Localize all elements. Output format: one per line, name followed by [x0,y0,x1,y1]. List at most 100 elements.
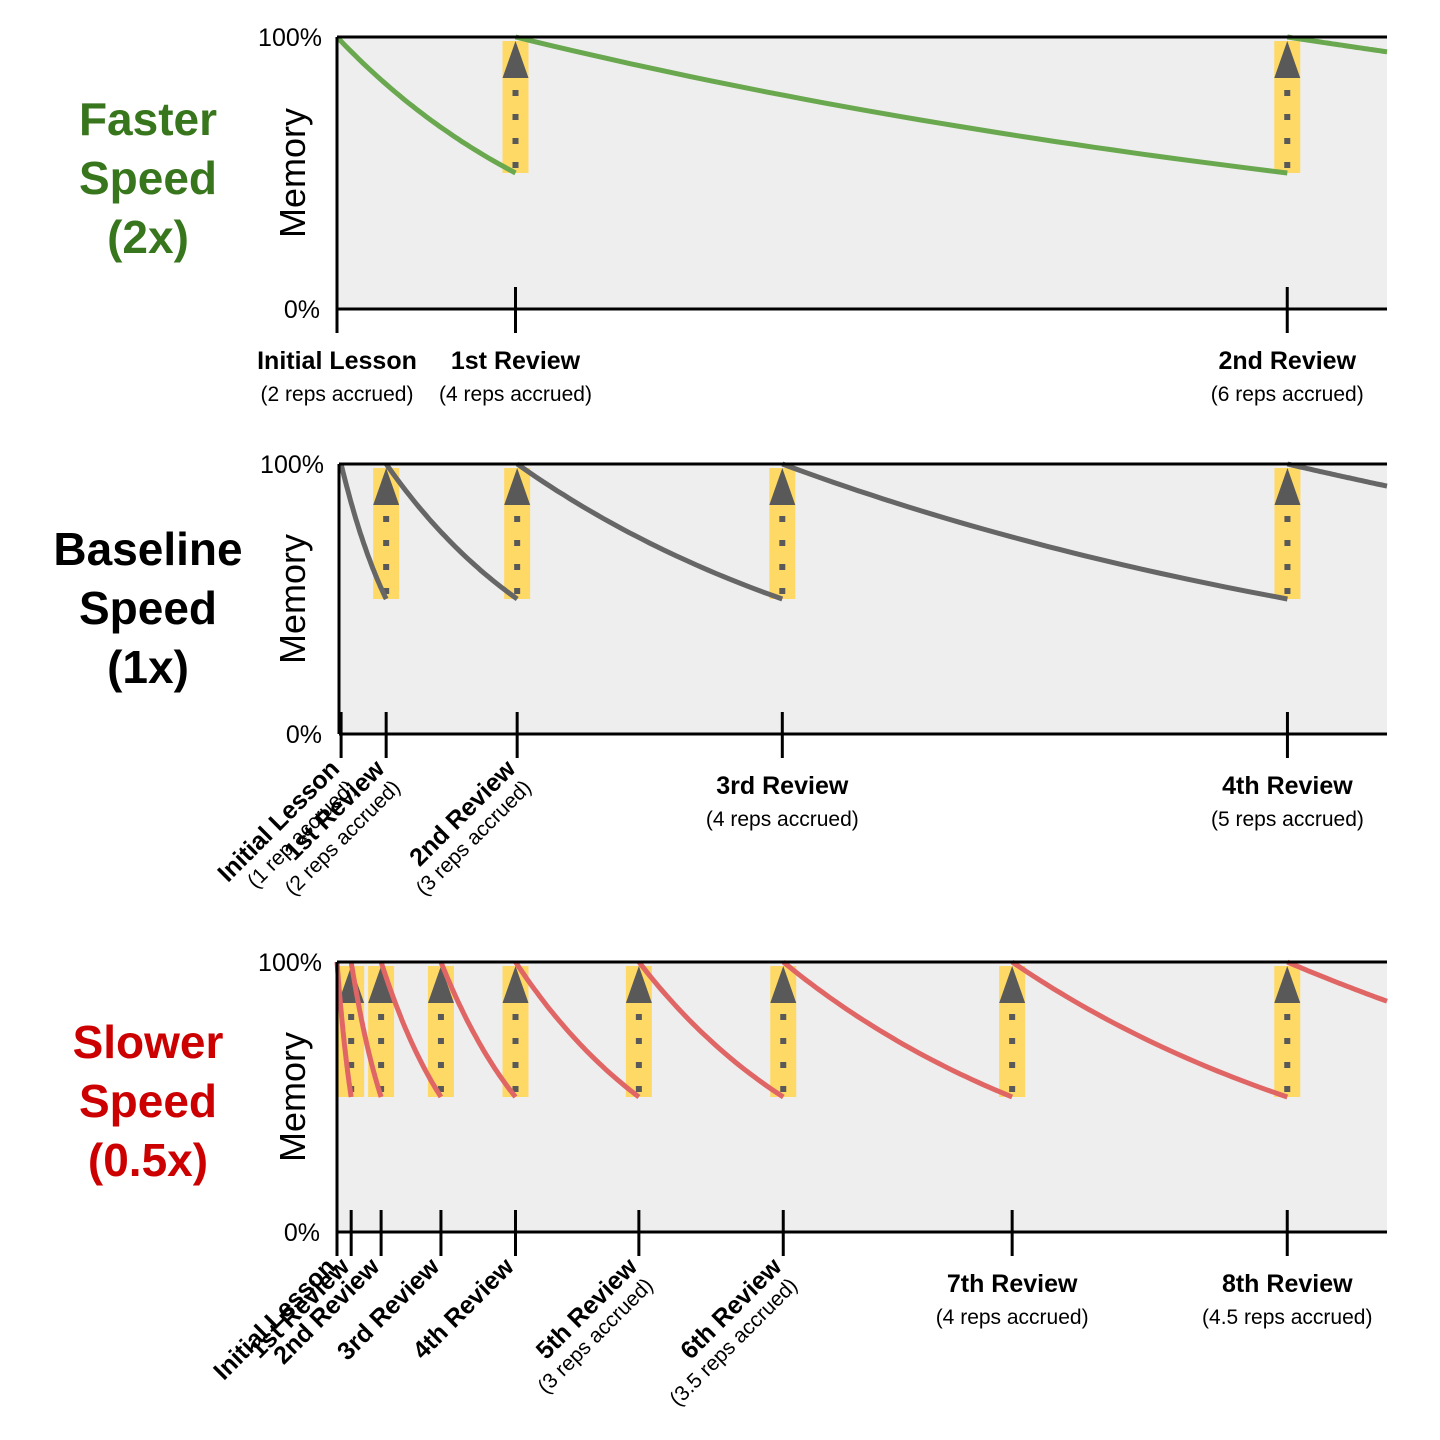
arrow-dot [779,540,786,546]
review-arrow-icon [502,966,529,1003]
arrow-dot [383,564,390,570]
arrow-dot [383,540,390,546]
event-label: 4th Review [1222,772,1353,800]
y-axis-label: Memory [272,108,313,238]
arrow-dot [512,1086,519,1092]
speed-title-line: Slower [73,1016,224,1068]
arrow-dot [779,588,786,594]
review-arrow-icon [769,468,796,505]
review-arrow-icon [373,468,400,505]
speed-title-line: (1x) [107,641,189,693]
memory-decay-curve [378,961,444,1099]
memory-decay-curve [1010,959,1289,1100]
memory-decay-curve [515,461,784,602]
event-label: 8th Review [1222,1270,1353,1298]
memory-decay-curve [334,961,354,1098]
review-arrow-icon [368,966,395,1003]
arrow-dot [512,114,519,120]
speed-title-line: (2x) [107,211,189,263]
arrow-dot [437,1062,444,1068]
event-label: 2nd Review [1218,347,1356,375]
arrow-dot [635,1038,642,1044]
arrow-dot [383,516,390,522]
arrow-dot [383,588,390,594]
arrow-dot [635,1062,642,1068]
memory-decay-curve [781,461,1288,602]
arrow-dot [1009,1038,1016,1044]
review-arrow-icon [502,41,529,78]
arrow-dot [512,1062,519,1068]
event-reps-label: (4.5 reps accrued) [1202,1306,1372,1329]
arrow-dot [378,1014,385,1020]
arrow-dot [1284,564,1291,570]
arrow-dot [1009,1014,1016,1020]
arrow-dot [1284,162,1291,168]
arrow-dot [780,1062,787,1068]
ytick-label-top: 100% [260,451,324,479]
arrow-dot [348,1038,355,1044]
review-arrow-icon [625,966,652,1003]
memory-decay-curve [513,960,641,1099]
event-reps-label: (4 reps accrued) [439,383,592,406]
event-label: 7th Review [947,1270,1078,1298]
arrow-dot [378,1062,385,1068]
memory-decay-curve [781,960,1014,1100]
plot-area [337,962,1387,1232]
memory-decay-curve [384,462,519,602]
arrow-dot [512,162,519,168]
arrow-dot [1284,1086,1291,1092]
event-label-group: 5th Review(3 reps accrued) [531,1252,658,1398]
arrow-dot [780,1086,787,1092]
arrow-dot [1009,1062,1016,1068]
arrow-dot [514,516,521,522]
speed-title-line: Baseline [53,523,242,575]
memory-decay-curve [636,960,785,1100]
plot-area [337,37,1387,309]
review-arrow-icon [504,468,531,505]
event-reps-label: (4 reps accrued) [936,1306,1089,1329]
arrow-dot [1284,138,1291,144]
memory-decay-curve [514,34,1288,176]
review-arrow-icon [1274,966,1301,1003]
arrow-dot [1284,90,1291,96]
ytick-label-top: 100% [258,24,322,52]
arrow-dot [1284,1062,1291,1068]
arrow-dot [348,1062,355,1068]
arrow-dot [779,564,786,570]
arrow-dot [635,1014,642,1020]
arrow-dot [1284,114,1291,120]
arrow-dot [437,1086,444,1092]
ytick-label-top: 100% [258,949,322,977]
review-arrow-icon [770,966,797,1003]
event-label-group: 6th Review(3.5 reps accrued) [665,1252,802,1410]
memory-decay-curve [335,35,517,176]
memory-decay-curve [338,463,389,601]
memory-decay-curve [348,961,384,1098]
review-arrow-icon [999,966,1026,1003]
arrow-dot [437,1038,444,1044]
event-label: Initial Lesson [257,347,417,375]
arrow-dot [514,564,521,570]
arrow-dot [514,588,521,594]
ytick-label-bottom: 0% [284,296,320,324]
arrow-dot [1284,540,1291,546]
panel-faster: Faster Speed (2x) 100% 0% Memory Initial Lesso… [79,24,1388,406]
ytick-label-bottom: 0% [284,1219,320,1247]
event-reps-label: (4 reps accrued) [706,808,859,831]
arrow-dot [1284,516,1291,522]
speed-title-line: Speed [79,152,217,204]
arrow-dot [512,90,519,96]
arrow-dot [512,138,519,144]
arrow-dot [1284,1014,1291,1020]
y-axis-label: Memory [272,534,313,664]
event-reps-label: (2 reps accrued) [261,383,414,406]
arrow-dot [378,1038,385,1044]
event-reps-label: (5 reps accrued) [1211,808,1364,831]
arrow-dot [512,1038,519,1044]
arrow-dot [512,1014,519,1020]
speed-title-line: (0.5x) [88,1134,208,1186]
arrow-dot [635,1086,642,1092]
y-axis-label: Memory [272,1032,313,1162]
